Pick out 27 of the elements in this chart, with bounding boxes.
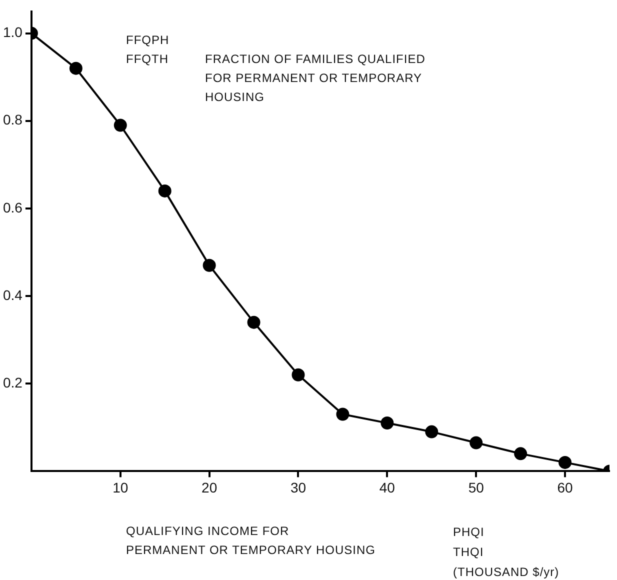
point bbox=[336, 408, 350, 421]
y-tick-label: 0.6 bbox=[2, 199, 23, 216]
point bbox=[380, 416, 394, 430]
point bbox=[69, 62, 82, 75]
y-tick-label: 0.4 bbox=[2, 286, 23, 303]
y-tick-label: 0.8 bbox=[2, 112, 23, 128]
x-tick-label: 60 bbox=[557, 479, 574, 496]
point bbox=[470, 436, 483, 450]
x-tick-label: 10 bbox=[112, 479, 128, 496]
point bbox=[114, 118, 127, 132]
x-tick-label: 20 bbox=[202, 479, 218, 496]
y-axis-title: FRACTION OF FAMILIES QUALIFIED FOR PERMANENT OR TEMPORARY HOUSING bbox=[205, 51, 426, 106]
text: PHQI THQI (THOUSAND $/yr) bbox=[453, 524, 560, 580]
y-tick-label: 0.2 bbox=[2, 374, 23, 390]
x-tick-label: 50 bbox=[468, 479, 484, 496]
annotation: FFQPH FFQTH bbox=[126, 32, 170, 68]
point bbox=[158, 184, 172, 198]
point bbox=[514, 447, 528, 460]
point bbox=[247, 316, 260, 329]
point bbox=[292, 368, 305, 382]
x-axis-title: QUALIFYING INCOME FOR PERMANENT OR TEMPORARY HOUSING bbox=[126, 523, 376, 559]
y-tick-label: 1.0 bbox=[2, 24, 23, 40]
point bbox=[558, 456, 572, 469]
point bbox=[425, 425, 438, 438]
point bbox=[202, 258, 216, 272]
x-tick-label: 30 bbox=[290, 479, 306, 496]
x-tick-label: 40 bbox=[379, 479, 396, 496]
